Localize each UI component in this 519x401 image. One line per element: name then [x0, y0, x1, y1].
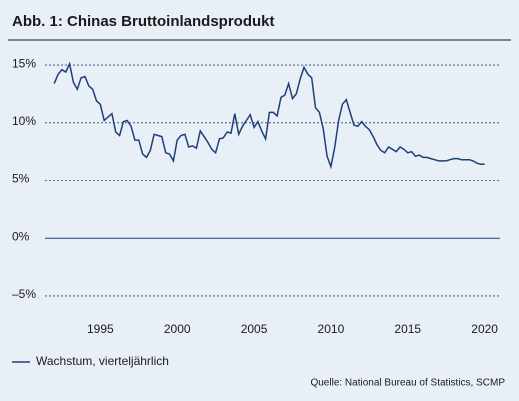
y-tick-label: 0%	[12, 229, 30, 243]
y-tick-label: 15%	[12, 56, 36, 70]
y-tick-label: –5%	[12, 287, 36, 301]
x-tick-label: 2010	[318, 322, 345, 336]
source: Quelle: National Bureau of Statistics, S…	[310, 378, 505, 389]
x-tick-label: 2000	[164, 322, 191, 336]
legend-label: Wachstum, vierteljährlich	[36, 354, 169, 368]
x-tick-label: 2005	[241, 322, 268, 336]
y-tick-label: 5%	[12, 172, 30, 186]
data-line	[53, 61, 485, 170]
x-tick-label: 1995	[87, 322, 114, 336]
y-tick-label: 10%	[12, 114, 36, 128]
x-tick-label: 2020	[471, 322, 498, 336]
chart-title: Abb. 1: Chinas Bruttoinlandsprodukt	[12, 13, 275, 30]
x-tick-label: 2015	[394, 322, 421, 336]
